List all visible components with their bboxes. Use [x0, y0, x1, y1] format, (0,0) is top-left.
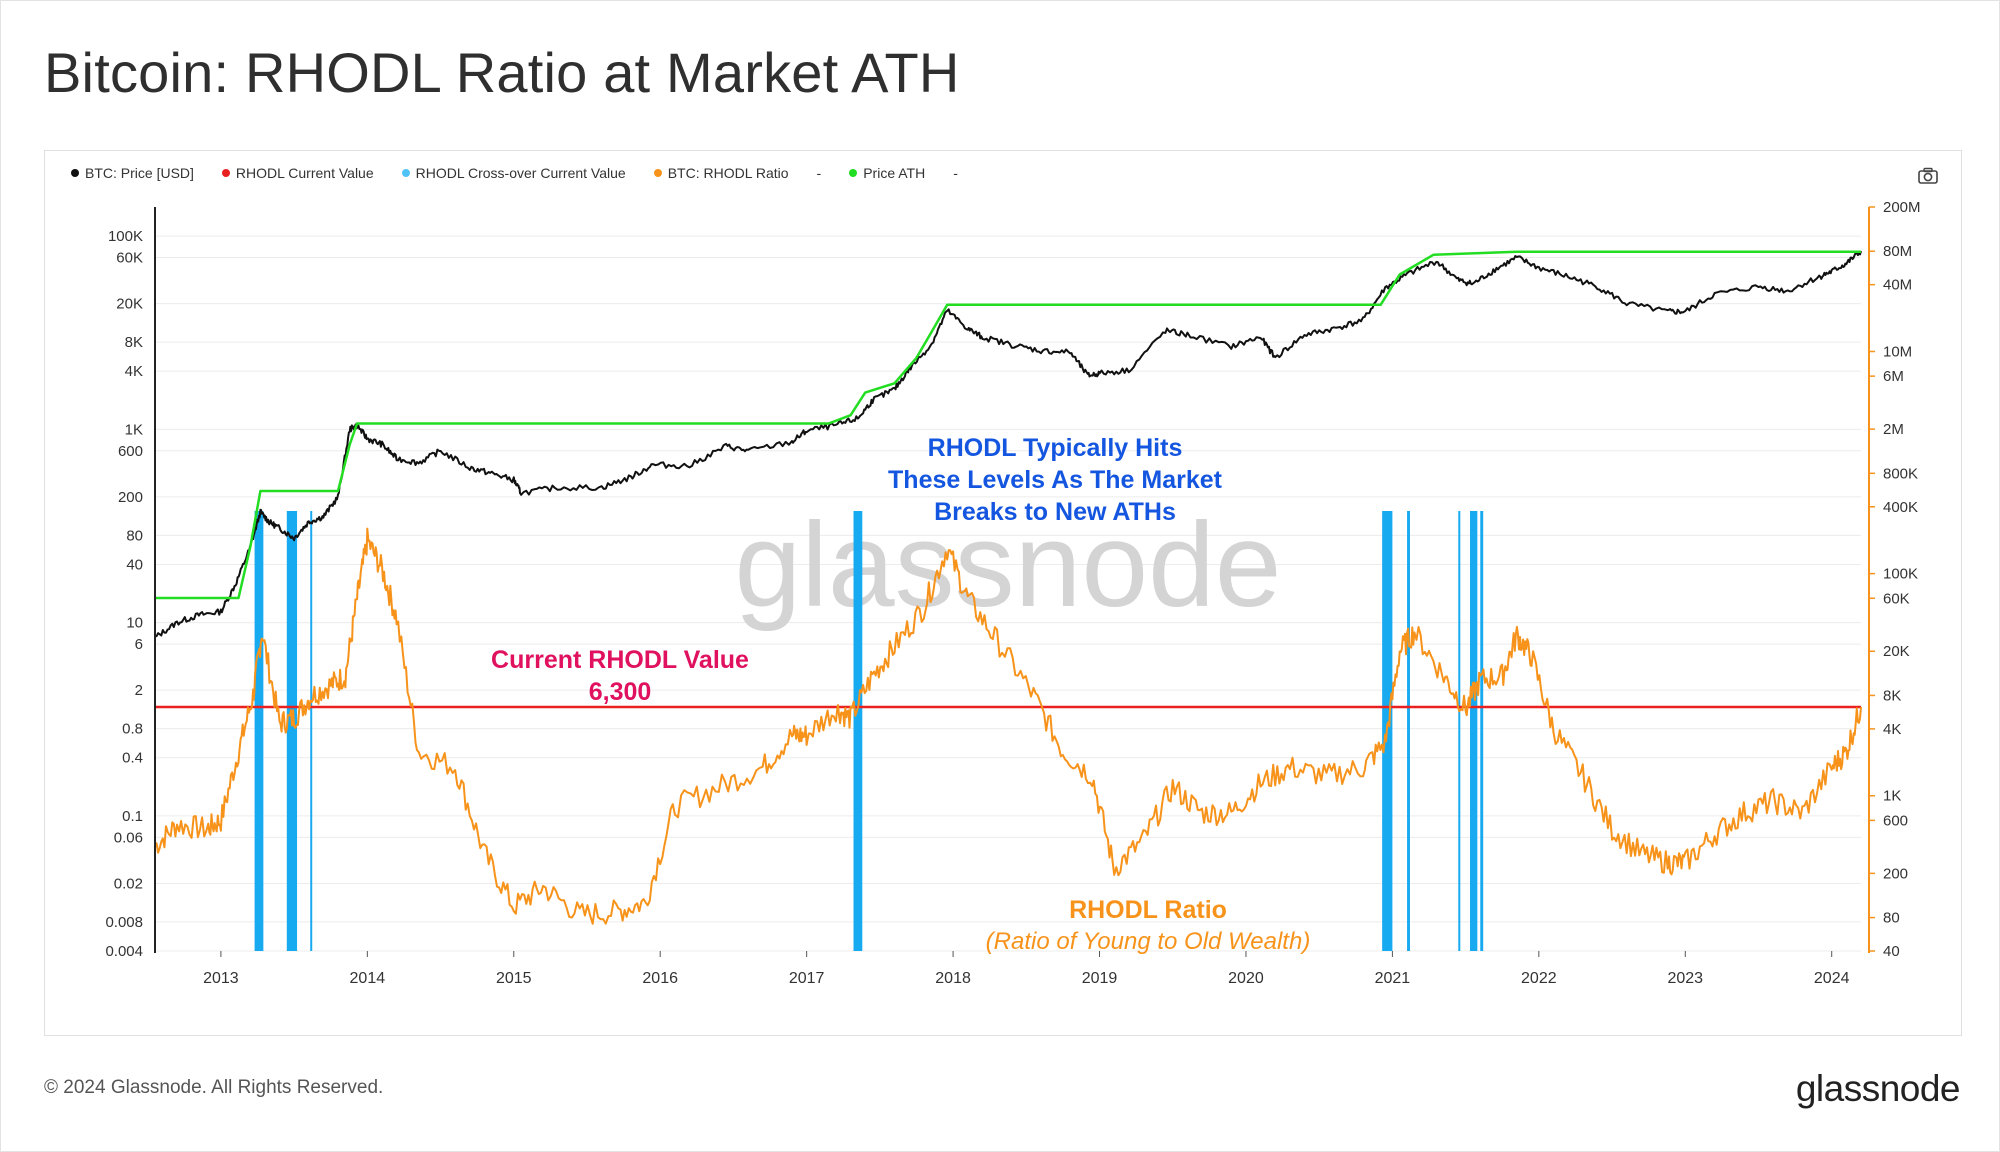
y-tick-right: 10M [1883, 343, 1912, 360]
y-tick-right: 40 [1883, 943, 1900, 960]
x-tick: 2014 [350, 970, 386, 987]
legend-dot-icon [849, 169, 858, 177]
y-tick-left: 20K [116, 296, 143, 313]
x-tick: 2013 [203, 970, 239, 987]
camera-icon[interactable] [1917, 165, 1939, 187]
crossover-band [1480, 511, 1484, 951]
y-tick-right: 600 [1883, 812, 1908, 829]
y-tick-left: 10 [126, 615, 143, 632]
crossover-band [1470, 511, 1478, 951]
y-tick-right: 100K [1883, 566, 1918, 583]
footer-copyright: © 2024 Glassnode. All Rights Reserved. [44, 1077, 384, 1098]
legend-label: - [953, 165, 958, 181]
x-tick: 2023 [1667, 970, 1703, 987]
y-tick-right: 20K [1883, 643, 1910, 660]
legend-dot-icon [221, 169, 230, 177]
y-tick-left: 80 [126, 527, 143, 544]
y-tick-left: 2 [135, 682, 143, 699]
x-tick: 2017 [789, 970, 825, 987]
crossover-band [853, 511, 863, 951]
series-line-price-ath [155, 250, 1861, 600]
y-tick-left: 0.02 [114, 875, 143, 892]
legend-label: RHODL Current Value [235, 165, 374, 181]
y-tick-left: 600 [118, 443, 143, 460]
y-tick-left: 0.1 [122, 808, 143, 825]
y-tick-right: 1K [1883, 788, 1901, 805]
y-tick-left: 60K [116, 250, 143, 267]
annotation-typical-line: RHODL Typically Hits [928, 434, 1183, 462]
annotation-typical-line: These Levels As The Market [888, 466, 1223, 494]
y-tick-left: 0.8 [122, 721, 143, 738]
chart-panel: BTC: Price [USD] RHODL Current Value RHODL… [44, 150, 1962, 1036]
y-tick-right: 4K [1883, 721, 1901, 738]
annotation-current-label: Current RHODL Value [491, 646, 749, 674]
watermark: glassnode [734, 498, 1281, 632]
annotation-ratio-title: RHODL Ratio [1069, 896, 1227, 924]
y-tick-left: 200 [118, 489, 143, 506]
legend-item[interactable]: Price ATH [849, 165, 925, 181]
y-tick-left: 8K [125, 334, 143, 351]
legend-label: RHODL Cross-over Current Value [415, 165, 626, 181]
series-line-btc-rhodl-ratio [154, 527, 1862, 925]
x-tick: 2015 [496, 970, 532, 987]
y-tick-right: 80 [1883, 910, 1900, 927]
crossover-band [254, 511, 264, 951]
y-tick-left: 4K [125, 363, 143, 380]
legend-label: BTC: Price [USD] [85, 165, 194, 181]
crossover-band [1458, 511, 1461, 951]
y-tick-right: 6M [1883, 368, 1904, 385]
y-tick-right: 800K [1883, 465, 1918, 482]
annotation-typical-line: Breaks to New ATHs [934, 498, 1176, 526]
crossover-band [310, 511, 313, 951]
legend: BTC: Price [USD] RHODL Current Value RHODL… [71, 165, 958, 181]
y-tick-left: 0.06 [114, 829, 143, 846]
y-tick-left: 0.008 [105, 914, 143, 931]
x-tick: 2018 [935, 970, 971, 987]
x-tick: 2019 [1082, 970, 1118, 987]
legend-item[interactable]: - [817, 165, 822, 181]
y-tick-right: 80M [1883, 243, 1912, 260]
crossover-band [286, 511, 298, 951]
y-tick-left: 0.004 [105, 943, 143, 960]
legend-dot-icon [401, 169, 410, 177]
x-tick: 2016 [642, 970, 678, 987]
annotation-ratio-subtitle: (Ratio of Young to Old Wealth) [986, 928, 1311, 955]
legend-dot-icon [71, 169, 79, 177]
y-tick-right: 40M [1883, 277, 1912, 294]
page-title: Bitcoin: RHODL Ratio at Market ATH [44, 41, 960, 104]
x-tick: 2020 [1228, 970, 1264, 987]
y-tick-right: 400K [1883, 499, 1918, 516]
legend-label: - [816, 165, 822, 181]
legend-dot-icon [653, 169, 662, 177]
legend-item[interactable]: BTC: RHODL Ratio [653, 165, 789, 181]
x-tick: 2022 [1521, 970, 1557, 987]
footer-logo: glassnode [1795, 1068, 1961, 1109]
chart-svg: glassnode100K60K20K8K4K1K600200804010620… [105, 199, 1921, 987]
y-tick-right: 2M [1883, 421, 1904, 438]
y-tick-right: 200M [1883, 199, 1921, 216]
y-tick-left: 6 [135, 636, 143, 653]
legend-label: BTC: RHODL Ratio [667, 165, 789, 181]
y-tick-right: 60K [1883, 590, 1910, 607]
y-tick-left: 1K [125, 421, 143, 438]
annotation-current-value: 6,300 [589, 678, 652, 706]
x-tick: 2024 [1814, 970, 1850, 987]
legend-item[interactable]: RHODL Current Value [221, 165, 374, 181]
y-tick-left: 40 [126, 556, 143, 573]
y-tick-left: 100K [108, 228, 143, 245]
y-tick-right: 8K [1883, 687, 1901, 704]
crossover-band [1407, 511, 1410, 951]
legend-item[interactable]: BTC: Price [USD] [71, 165, 194, 181]
series-line-btc-price-usd- [154, 250, 1862, 638]
legend-label: Price ATH [863, 165, 926, 181]
x-tick: 2021 [1375, 970, 1411, 987]
legend-item[interactable]: - [953, 165, 958, 181]
y-tick-left: 0.4 [122, 750, 143, 767]
y-tick-right: 200 [1883, 865, 1908, 882]
legend-item[interactable]: RHODL Cross-over Current Value [401, 165, 626, 181]
